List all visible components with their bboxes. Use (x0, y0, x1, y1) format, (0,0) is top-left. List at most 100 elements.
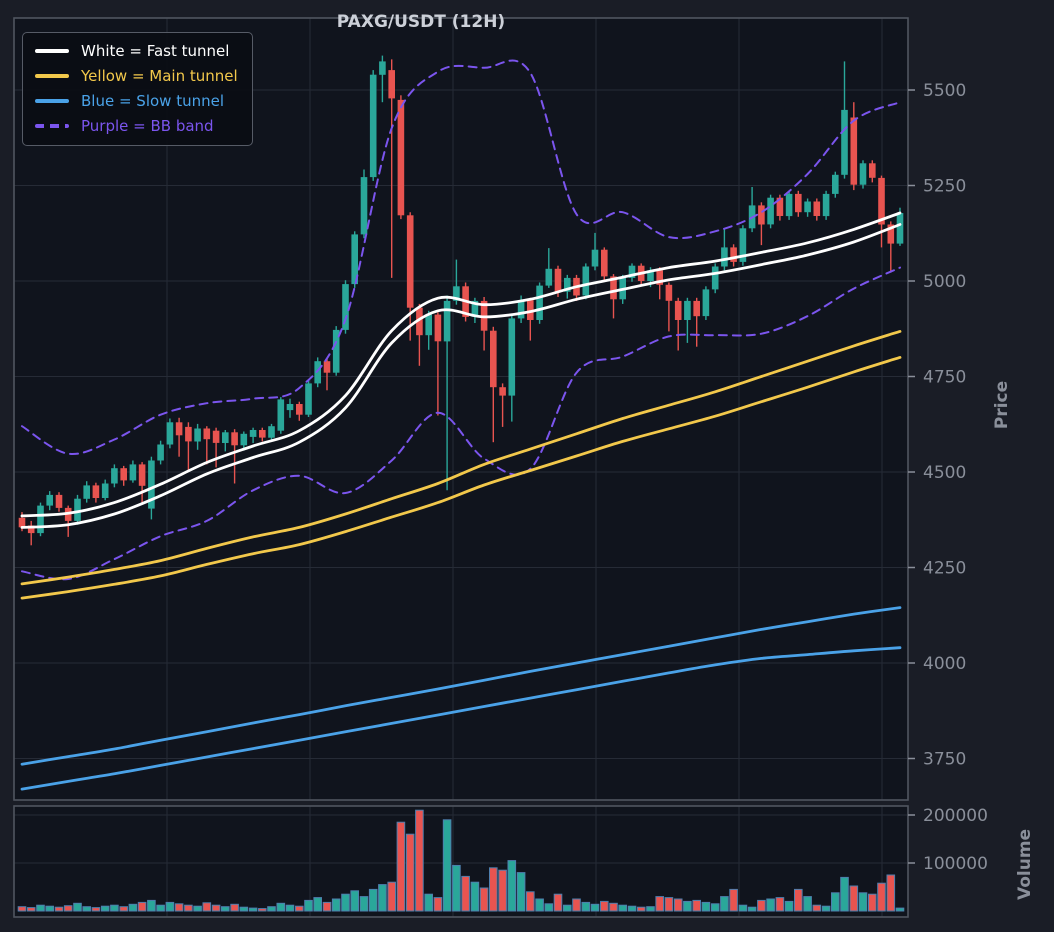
volume-bar (766, 898, 775, 912)
volume-axis-label: Volume (1015, 828, 1035, 900)
candle (148, 460, 155, 509)
candle (739, 228, 747, 262)
tick-label: 3750 (923, 750, 966, 770)
candle (758, 205, 765, 225)
candle (517, 300, 525, 319)
candle (471, 300, 479, 317)
volume-bar (368, 888, 378, 912)
volume-bar (581, 901, 591, 912)
candle (18, 517, 26, 528)
candle (674, 300, 682, 320)
candle (647, 270, 654, 281)
volume-bar (479, 887, 489, 912)
volume-bar (849, 885, 859, 912)
candle (286, 404, 294, 411)
volume-bar (73, 902, 82, 912)
candle (628, 265, 636, 278)
volume-bar (572, 898, 581, 912)
volume-bar (655, 896, 665, 912)
volume-bar (710, 903, 720, 912)
volume-bar (91, 907, 101, 912)
volume-bar (507, 860, 517, 912)
candle (166, 422, 174, 445)
candle (92, 485, 100, 498)
candle (157, 444, 164, 461)
tick-label: 5250 (923, 177, 966, 197)
candle (175, 422, 183, 436)
volume-bar (17, 906, 27, 912)
candle (684, 300, 691, 320)
volume-bar (387, 881, 396, 912)
volume-bar (202, 902, 212, 912)
candle (138, 464, 146, 486)
volume-bar (535, 898, 544, 912)
volume-bar (683, 900, 692, 912)
volume-bar (82, 906, 92, 912)
slow-tunnel-lower-line (20, 646, 902, 791)
volume-bar (295, 905, 304, 912)
volume-bar (636, 906, 646, 912)
volume-bar (276, 902, 286, 912)
candle (656, 270, 663, 285)
candle (416, 307, 423, 336)
volume-bar (701, 901, 711, 912)
volume-bar (886, 874, 896, 912)
volume-bar (812, 904, 822, 912)
volume-bar (147, 899, 156, 912)
volume-bar (646, 906, 655, 912)
bb-upper-line (21, 59, 901, 455)
fast-tunnel-line-swatch (35, 49, 69, 53)
fast-tunnel-upper-line (20, 211, 902, 518)
candle (822, 193, 830, 217)
candle (711, 266, 719, 290)
candle (887, 224, 895, 244)
candle (55, 494, 63, 508)
volume-bar (526, 891, 535, 912)
candle (721, 247, 728, 267)
slow-tunnel-upper-line (20, 606, 902, 766)
volume-bar (258, 908, 267, 912)
volume-bar (26, 907, 36, 912)
volume-bar (600, 900, 609, 912)
candle (582, 266, 590, 296)
legend-label: White = Fast tunnel (81, 42, 230, 60)
volume-bar (831, 892, 840, 912)
volume-bar (45, 905, 55, 912)
volume-bar (747, 906, 757, 912)
legend: White = Fast tunnel Yellow = Main tunnel… (22, 32, 253, 146)
volume-bar (442, 819, 452, 912)
axis-ticks: 5500 5250 5000 4750 4500 4250 4000 3750 200000 10… (908, 81, 988, 874)
tick-label: 5000 (923, 272, 966, 292)
candle (693, 300, 700, 317)
fast-tunnel-lower-line (20, 223, 902, 529)
volume-bar (193, 905, 202, 912)
volume-panel (14, 806, 908, 917)
candle (545, 268, 553, 286)
legend-item-fast-tunnel: White = Fast tunnel (35, 42, 238, 60)
volume-bar (304, 899, 313, 912)
volume-bar (840, 876, 849, 912)
volume-bar (757, 899, 766, 912)
volume-bar (720, 896, 729, 912)
volume-bar (692, 899, 702, 912)
legend-label: Blue = Slow tunnel (81, 92, 224, 110)
candle (277, 399, 285, 431)
candle (434, 314, 442, 342)
candle (231, 432, 238, 446)
candle (785, 193, 793, 217)
candle (896, 213, 904, 244)
volume-bar (137, 901, 147, 912)
tick-label: 4500 (923, 463, 966, 483)
volume-bar (359, 896, 369, 912)
candle (305, 383, 312, 415)
volume-bar (341, 893, 350, 912)
candle (129, 464, 137, 481)
volume-bar (313, 897, 322, 912)
volume-bar (63, 905, 73, 912)
volume-bar (470, 881, 480, 912)
volume-bar (609, 902, 618, 912)
candle (259, 430, 266, 438)
candle (776, 197, 784, 216)
candle (813, 201, 821, 216)
volume-bar (221, 906, 230, 912)
